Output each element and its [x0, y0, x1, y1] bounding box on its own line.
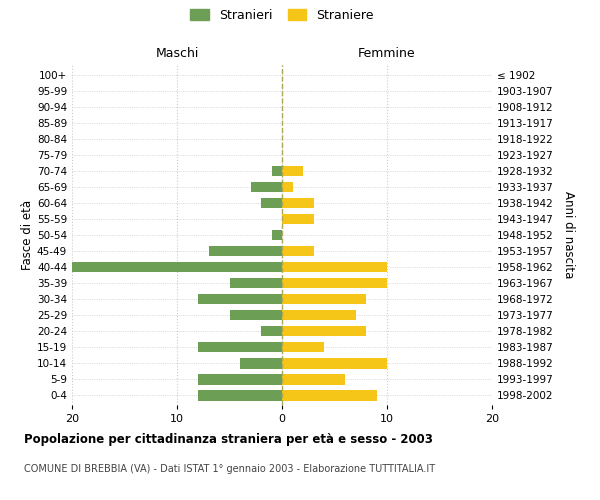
Bar: [72, 262, 282, 272]
Bar: [282, 390, 377, 400]
Bar: [198, 374, 282, 384]
Text: Femmine: Femmine: [358, 47, 416, 60]
Bar: [229, 310, 282, 320]
Bar: [209, 246, 282, 256]
Bar: [282, 310, 355, 320]
Bar: [282, 342, 324, 352]
Bar: [282, 166, 303, 176]
Bar: [282, 278, 387, 288]
Bar: [282, 326, 366, 336]
Bar: [282, 182, 293, 192]
Bar: [282, 358, 387, 368]
Bar: [282, 214, 314, 224]
Bar: [282, 262, 387, 272]
Bar: [240, 358, 282, 368]
Legend: Stranieri, Straniere: Stranieri, Straniere: [190, 8, 374, 22]
Bar: [229, 278, 282, 288]
Bar: [271, 230, 282, 240]
Text: Popolazione per cittadinanza straniera per età e sesso - 2003: Popolazione per cittadinanza straniera p…: [24, 432, 433, 446]
Bar: [198, 294, 282, 304]
Bar: [282, 198, 314, 208]
Y-axis label: Fasce di età: Fasce di età: [21, 200, 34, 270]
Bar: [261, 198, 282, 208]
Text: Maschi: Maschi: [155, 47, 199, 60]
Bar: [282, 294, 366, 304]
Y-axis label: Anni di nascita: Anni di nascita: [562, 192, 575, 278]
Bar: [282, 246, 314, 256]
Bar: [251, 182, 282, 192]
Bar: [282, 374, 345, 384]
Text: COMUNE DI BREBBIA (VA) - Dati ISTAT 1° gennaio 2003 - Elaborazione TUTTITALIA.IT: COMUNE DI BREBBIA (VA) - Dati ISTAT 1° g…: [24, 464, 435, 474]
Bar: [271, 166, 282, 176]
Bar: [198, 342, 282, 352]
Bar: [261, 326, 282, 336]
Bar: [198, 390, 282, 400]
